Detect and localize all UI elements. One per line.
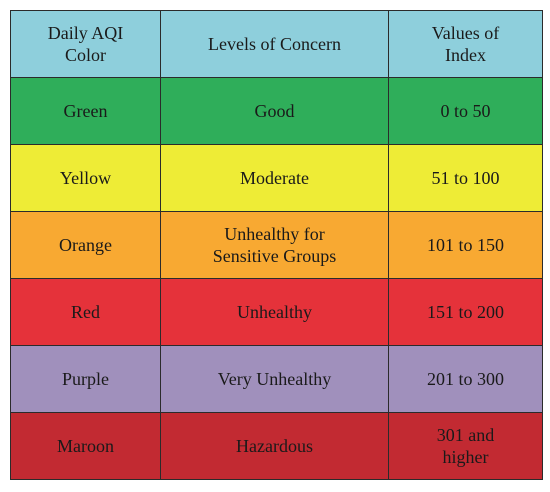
- header-row: Daily AQI Color Levels of Concern Values…: [10, 10, 543, 78]
- header-cell-values: Values of Index: [388, 10, 543, 78]
- table-row: Yellow Moderate 51 to 100: [10, 144, 543, 212]
- concern-cell: Moderate: [160, 144, 389, 212]
- concern-label: Hazardous: [236, 436, 313, 456]
- values-label: 0 to 50: [440, 101, 491, 121]
- header-cell-color: Daily AQI Color: [10, 10, 161, 78]
- table-row: Maroon Hazardous 301 and higher: [10, 412, 543, 480]
- values-cell: 201 to 300: [388, 345, 543, 413]
- color-label: Green: [63, 101, 108, 121]
- header-color-label: Daily AQI Color: [47, 23, 124, 65]
- values-cell: 151 to 200: [388, 278, 543, 346]
- concern-cell: Unhealthy: [160, 278, 389, 346]
- color-cell: Yellow: [10, 144, 161, 212]
- color-label: Orange: [59, 235, 112, 255]
- concern-label: Very Unhealthy: [217, 369, 332, 389]
- color-label: Yellow: [59, 168, 112, 188]
- concern-cell: Good: [160, 77, 389, 145]
- table-row: Green Good 0 to 50: [10, 77, 543, 145]
- values-label: 51 to 100: [431, 168, 500, 188]
- color-cell: Maroon: [10, 412, 161, 480]
- header-concern-label: Levels of Concern: [208, 34, 341, 54]
- color-label: Maroon: [57, 436, 114, 456]
- values-cell: 51 to 100: [388, 144, 543, 212]
- table-row: Purple Very Unhealthy 201 to 300: [10, 345, 543, 413]
- values-cell: 101 to 150: [388, 211, 543, 279]
- table-row: Red Unhealthy 151 to 200: [10, 278, 543, 346]
- concern-label: Good: [254, 101, 295, 121]
- concern-cell: Very Unhealthy: [160, 345, 389, 413]
- values-cell: 0 to 50: [388, 77, 543, 145]
- color-cell: Red: [10, 278, 161, 346]
- values-label: 201 to 300: [426, 369, 504, 389]
- concern-label: Moderate: [240, 168, 309, 188]
- color-cell: Orange: [10, 211, 161, 279]
- color-label: Purple: [62, 369, 109, 389]
- values-label: 101 to 150: [426, 235, 504, 255]
- values-cell: 301 and higher: [388, 412, 543, 480]
- concern-label: Unhealthy: [237, 302, 312, 322]
- concern-cell: Unhealthy for Sensitive Groups: [160, 211, 389, 279]
- concern-cell: Hazardous: [160, 412, 389, 480]
- color-cell: Purple: [10, 345, 161, 413]
- aqi-table: Daily AQI Color Levels of Concern Values…: [10, 10, 543, 480]
- color-label: Red: [71, 302, 100, 322]
- table-row: Orange Unhealthy for Sensitive Groups 10…: [10, 211, 543, 279]
- concern-label: Unhealthy for Sensitive Groups: [212, 224, 337, 266]
- values-label: 301 and higher: [436, 425, 495, 467]
- header-cell-concern: Levels of Concern: [160, 10, 389, 78]
- color-cell: Green: [10, 77, 161, 145]
- header-values-label: Values of Index: [431, 23, 500, 65]
- values-label: 151 to 200: [426, 302, 504, 322]
